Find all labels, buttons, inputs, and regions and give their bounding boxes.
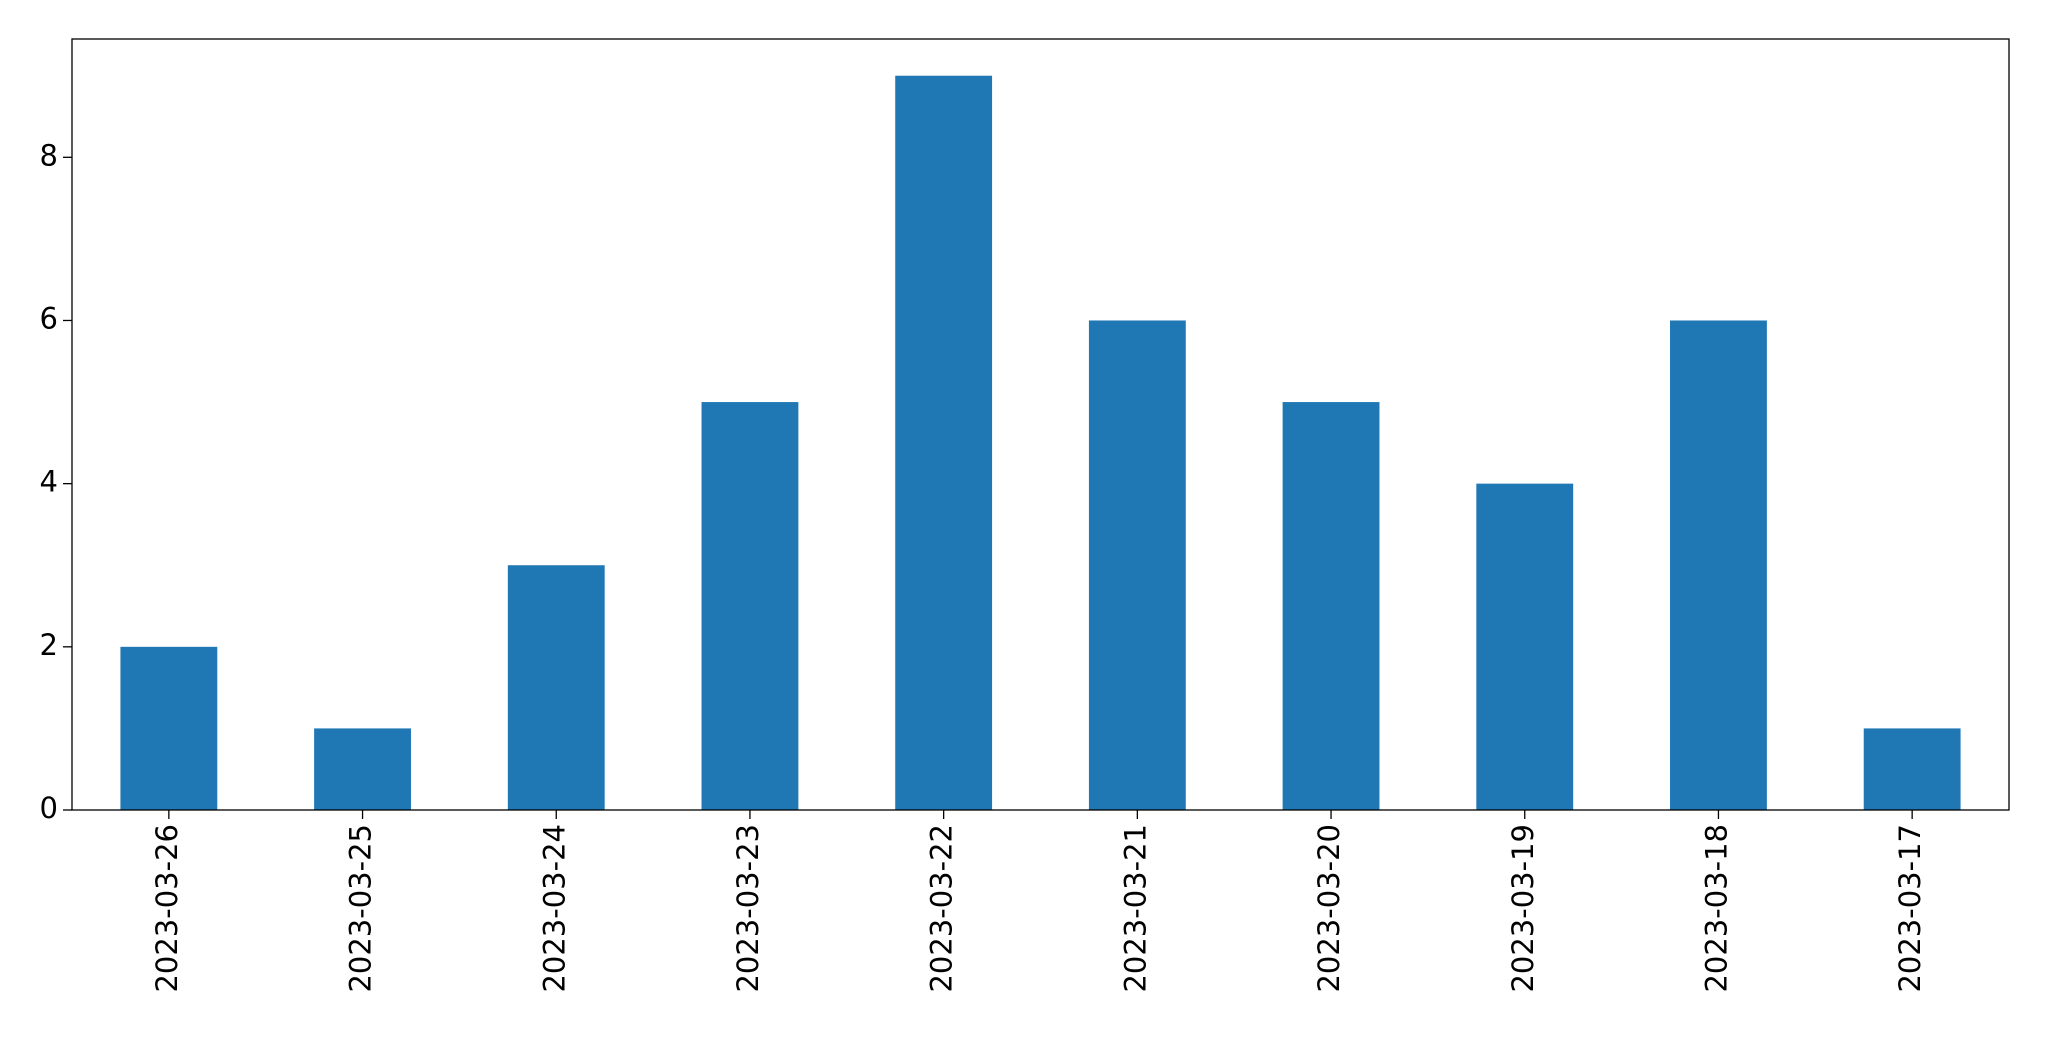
y-tick-label: 6 [40,301,58,335]
y-tick-label: 2 [40,628,58,662]
bar [507,565,605,810]
y-tick-label: 4 [40,465,58,499]
y-tick-label: 0 [40,791,58,825]
bar [1088,320,1186,810]
bar [314,728,411,810]
x-tick-label: 2023-03-17 [1893,824,1927,993]
bar [1282,402,1380,810]
x-tick-label: 2023-03-24 [537,824,571,993]
y-tick-label: 8 [40,138,58,172]
bar [895,75,993,810]
x-tick-label: 2023-03-21 [1118,824,1152,993]
plot-frame [71,38,2010,811]
x-tick-label: 2023-03-18 [1699,824,1733,993]
x-tick-label: 2023-03-19 [1506,824,1540,993]
bar [1863,728,1961,810]
x-tick-label: 2023-03-23 [731,824,765,993]
x-tick-label: 2023-03-20 [1312,824,1346,993]
x-tick-label: 2023-03-22 [925,824,959,993]
x-tick-label: 2023-03-26 [150,824,184,993]
bar [701,402,799,810]
bar [1476,483,1574,810]
bar [1670,320,1767,810]
x-tick-label: 2023-03-25 [344,824,378,993]
bar [120,646,218,810]
